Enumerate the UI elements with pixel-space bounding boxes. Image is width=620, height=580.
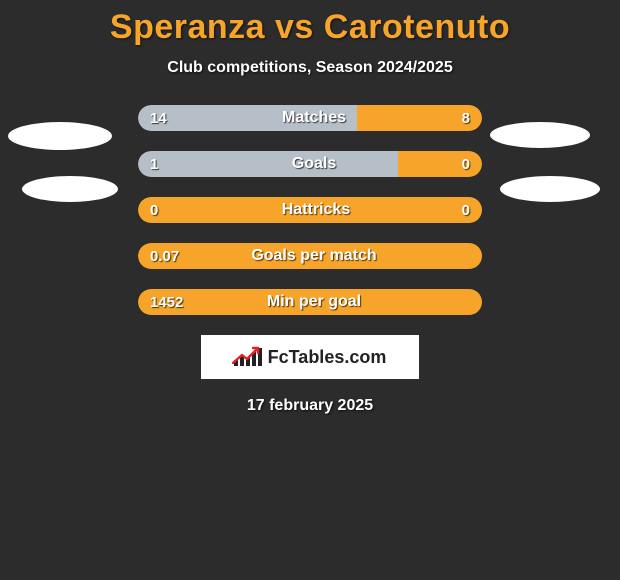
stat-right-value: 8 — [462, 105, 470, 131]
stat-row: 0.07Goals per match — [138, 243, 482, 269]
stat-left-value: 0.07 — [150, 243, 179, 269]
stat-bar-left — [138, 197, 482, 223]
stat-left-value: 0 — [150, 197, 158, 223]
footer-date: 17 february 2025 — [0, 397, 620, 415]
stat-right-value: 0 — [462, 151, 470, 177]
stat-bar-left — [138, 105, 357, 131]
stat-bar-left — [138, 151, 398, 177]
stat-left-value: 14 — [150, 105, 167, 131]
page-subtitle: Club competitions, Season 2024/2025 — [0, 59, 620, 77]
stat-left-value: 1452 — [150, 289, 183, 315]
logo-text: FcTables.com — [268, 347, 387, 368]
stat-bar-left — [138, 289, 482, 315]
stat-right-value: 0 — [462, 197, 470, 223]
stats-area: 148Matches10Goals00Hattricks0.07Goals pe… — [0, 105, 620, 315]
stat-row: 1452Min per goal — [138, 289, 482, 315]
stat-row: 00Hattricks — [138, 197, 482, 223]
stat-bar-left — [138, 243, 482, 269]
stat-row: 10Goals — [138, 151, 482, 177]
logo-chart-icon — [234, 348, 262, 366]
logo-bar — [246, 358, 250, 366]
page-title: Speranza vs Carotenuto — [0, 0, 620, 47]
fctables-logo: FcTables.com — [201, 335, 419, 379]
page-root: Speranza vs Carotenuto Club competitions… — [0, 0, 620, 580]
logo-bar — [240, 356, 244, 366]
logo-bar — [258, 348, 262, 366]
logo-bar — [234, 360, 238, 366]
logo-bar — [252, 352, 256, 366]
stat-row: 148Matches — [138, 105, 482, 131]
stat-left-value: 1 — [150, 151, 158, 177]
